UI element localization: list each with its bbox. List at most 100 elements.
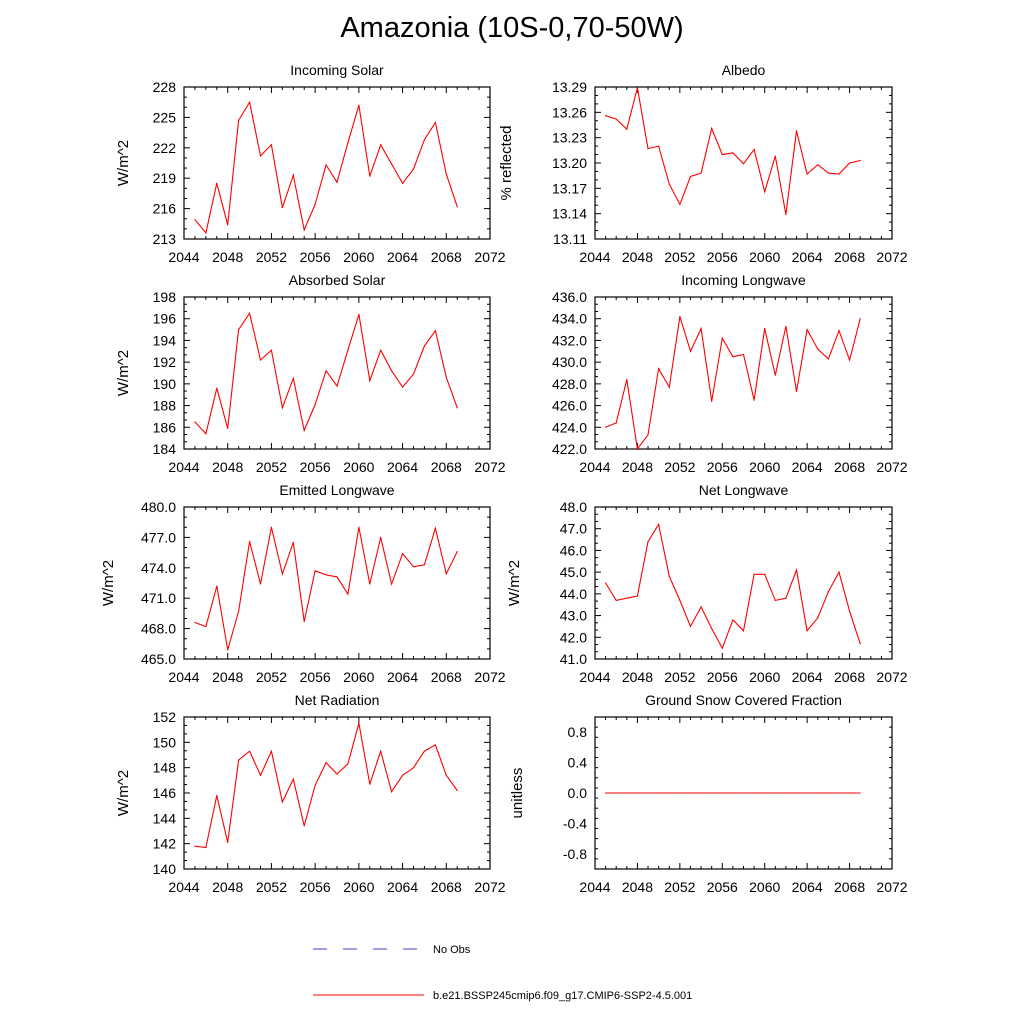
data-point — [636, 448, 639, 450]
y-tick-label: 471.0 — [141, 590, 176, 606]
data-point — [445, 573, 447, 575]
data-point — [227, 427, 229, 429]
data-point — [238, 328, 240, 331]
x-tick-label: 2052 — [256, 459, 287, 475]
data-point — [711, 400, 713, 402]
x-tick-label: 2052 — [256, 879, 287, 895]
x-tick-label: 2052 — [664, 879, 695, 895]
data-point — [292, 377, 294, 380]
y-tick-label: 13.20 — [552, 155, 587, 171]
y-tick-label: 0.0 — [568, 785, 588, 801]
data-point — [689, 175, 692, 178]
y-tick-label: 184 — [153, 441, 177, 457]
x-tick-label: 2056 — [300, 669, 331, 685]
data-point — [636, 87, 639, 89]
y-axis-label: unitless — [509, 768, 526, 819]
plot-frame — [183, 716, 491, 870]
data-point — [456, 407, 458, 409]
data-point — [817, 348, 819, 350]
y-tick-label: 43.0 — [560, 608, 587, 624]
data-point — [732, 152, 734, 154]
x-tick-label: 2072 — [474, 879, 505, 895]
data-point — [259, 774, 262, 776]
y-tick-label: 13.23 — [552, 130, 587, 146]
y-tick-label: 432.0 — [552, 332, 587, 348]
data-point — [636, 792, 639, 794]
data-point — [194, 845, 196, 847]
data-point — [325, 370, 327, 372]
x-tick-label: 2048 — [622, 459, 653, 475]
data-point — [859, 318, 861, 320]
data-point — [647, 792, 649, 794]
data-point — [347, 763, 349, 765]
x-tick-label: 2060 — [343, 879, 374, 895]
data-point — [689, 792, 692, 794]
data-point — [795, 130, 798, 132]
data-point — [347, 349, 349, 351]
data-point — [270, 349, 273, 351]
x-tick-label: 2068 — [431, 249, 462, 265]
y-tick-label: 213 — [153, 231, 177, 247]
data-point — [401, 386, 404, 388]
y-tick-label: 46.0 — [560, 542, 587, 558]
data-point — [325, 164, 327, 166]
y-tick-label: 436.0 — [552, 289, 587, 305]
x-tick-label: 2060 — [343, 249, 374, 265]
y-axis-label: % reflected — [498, 125, 515, 200]
data-point — [325, 574, 327, 576]
data-point — [412, 373, 415, 375]
data-point — [423, 139, 426, 141]
x-tick-label: 2056 — [300, 879, 331, 895]
y-tick-label: 480.0 — [141, 499, 176, 515]
panel-title: Incoming Longwave — [681, 272, 806, 288]
x-tick-label: 2052 — [664, 249, 695, 265]
panel-8: 2044 2048 2052 2056 2060 2064 2068 2072 -0.8 -0.4… — [509, 692, 908, 895]
x-tick-label: 2064 — [387, 879, 418, 895]
data-point — [647, 434, 649, 436]
y-tick-label: 188 — [153, 398, 177, 414]
data-point — [711, 792, 713, 794]
data-point — [721, 153, 723, 156]
data-point — [456, 789, 458, 792]
legend: No Obs b.e21.BSSP245cmip6.f09_g17.CMIP6-S… — [313, 944, 692, 1002]
y-tick-label: 434.0 — [552, 311, 587, 327]
legend-label: b.e21.BSSP245cmip6.f09_g17.CMIP6-SSP2-4.… — [433, 990, 692, 1002]
x-tick-label: 2056 — [707, 249, 738, 265]
data-point — [605, 792, 607, 794]
x-tick-label: 2072 — [876, 879, 907, 895]
data-point — [358, 104, 360, 106]
data-point — [785, 213, 787, 216]
x-tick-label: 2048 — [622, 879, 653, 895]
data-point — [859, 643, 861, 645]
y-tick-label: 222 — [153, 140, 177, 156]
data-point — [626, 597, 628, 599]
data-point — [227, 224, 229, 226]
data-point — [336, 576, 338, 578]
data-point — [336, 181, 338, 183]
y-tick-label: 13.14 — [552, 206, 587, 222]
y-tick-label: 152 — [153, 709, 177, 725]
data-point — [615, 422, 617, 424]
data-point — [774, 599, 776, 601]
x-tick-label: 2072 — [876, 669, 907, 685]
data-point — [785, 792, 787, 794]
y-tick-label: 196 — [153, 311, 177, 327]
x-tick-label: 2064 — [387, 459, 418, 475]
x-tick-label: 2060 — [343, 669, 374, 685]
data-point — [369, 583, 371, 585]
y-tick-label: 468.0 — [141, 621, 176, 637]
y-tick-label: 426.0 — [552, 398, 587, 414]
x-tick-label: 2064 — [792, 459, 823, 475]
x-tick-label: 2064 — [387, 669, 418, 685]
panel-title: Net Longwave — [699, 482, 789, 498]
x-tick-label: 2072 — [474, 669, 505, 685]
data-point — [456, 550, 458, 553]
data-point — [412, 566, 415, 568]
data-point — [423, 345, 426, 347]
x-tick-label: 2048 — [622, 249, 653, 265]
data-point — [732, 792, 734, 794]
data-point — [700, 792, 702, 794]
data-point — [227, 649, 229, 651]
y-axis-label: W/m^2 — [115, 770, 132, 816]
y-axis-label: W/m^2 — [100, 560, 117, 606]
